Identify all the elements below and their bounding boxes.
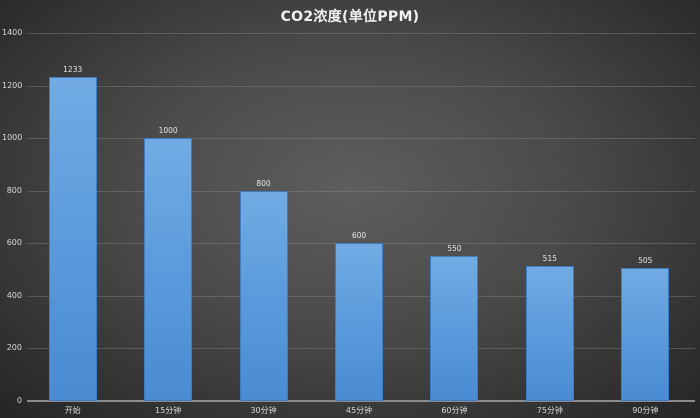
chart-title: CO2浓度(单位PPM) bbox=[280, 9, 420, 25]
y-tick-label: 400 bbox=[6, 290, 22, 300]
x-axis-line bbox=[27, 400, 695, 402]
y-tick-label: 1000 bbox=[2, 133, 23, 143]
x-tick-label: 开始 bbox=[64, 406, 81, 415]
bar-2[interactable] bbox=[239, 190, 288, 401]
bar-1[interactable] bbox=[144, 138, 193, 401]
data-label: 1000 bbox=[158, 126, 178, 136]
data-label: 1233 bbox=[63, 64, 83, 74]
gridline bbox=[27, 190, 695, 192]
bar-0[interactable] bbox=[48, 76, 97, 401]
x-tick-label: 30分钟 bbox=[250, 406, 277, 415]
y-tick-label: 1400 bbox=[2, 28, 23, 37]
y-tick-label: 600 bbox=[6, 238, 22, 248]
gridline bbox=[27, 138, 695, 140]
plot-area: 0 200 400 600 800 1000 1200 1400 1233 开始 1000 15分钟 8… bbox=[2, 28, 695, 415]
x-tick-label: 90分钟 bbox=[632, 406, 659, 415]
gridline bbox=[27, 85, 695, 87]
y-tick-label: 0 bbox=[16, 396, 22, 405]
y-tick-label: 800 bbox=[6, 185, 22, 195]
bar-5[interactable] bbox=[525, 265, 574, 401]
gridline bbox=[27, 33, 695, 34]
bar-4[interactable] bbox=[430, 256, 479, 401]
y-tick-label: 1200 bbox=[2, 80, 23, 90]
y-tick-label: 200 bbox=[6, 343, 22, 353]
x-tick-label: 15分钟 bbox=[155, 406, 182, 415]
data-label: 515 bbox=[542, 253, 557, 263]
x-tick-label: 45分钟 bbox=[345, 406, 373, 415]
x-tick-label: 60分钟 bbox=[441, 406, 468, 415]
bar-3[interactable] bbox=[335, 243, 383, 401]
data-label: 550 bbox=[447, 244, 462, 254]
bar-6[interactable] bbox=[621, 268, 670, 401]
data-label: 800 bbox=[256, 178, 271, 188]
data-label: 505 bbox=[638, 256, 653, 266]
data-label: 600 bbox=[351, 231, 367, 241]
x-tick-label: 75分钟 bbox=[536, 406, 563, 415]
